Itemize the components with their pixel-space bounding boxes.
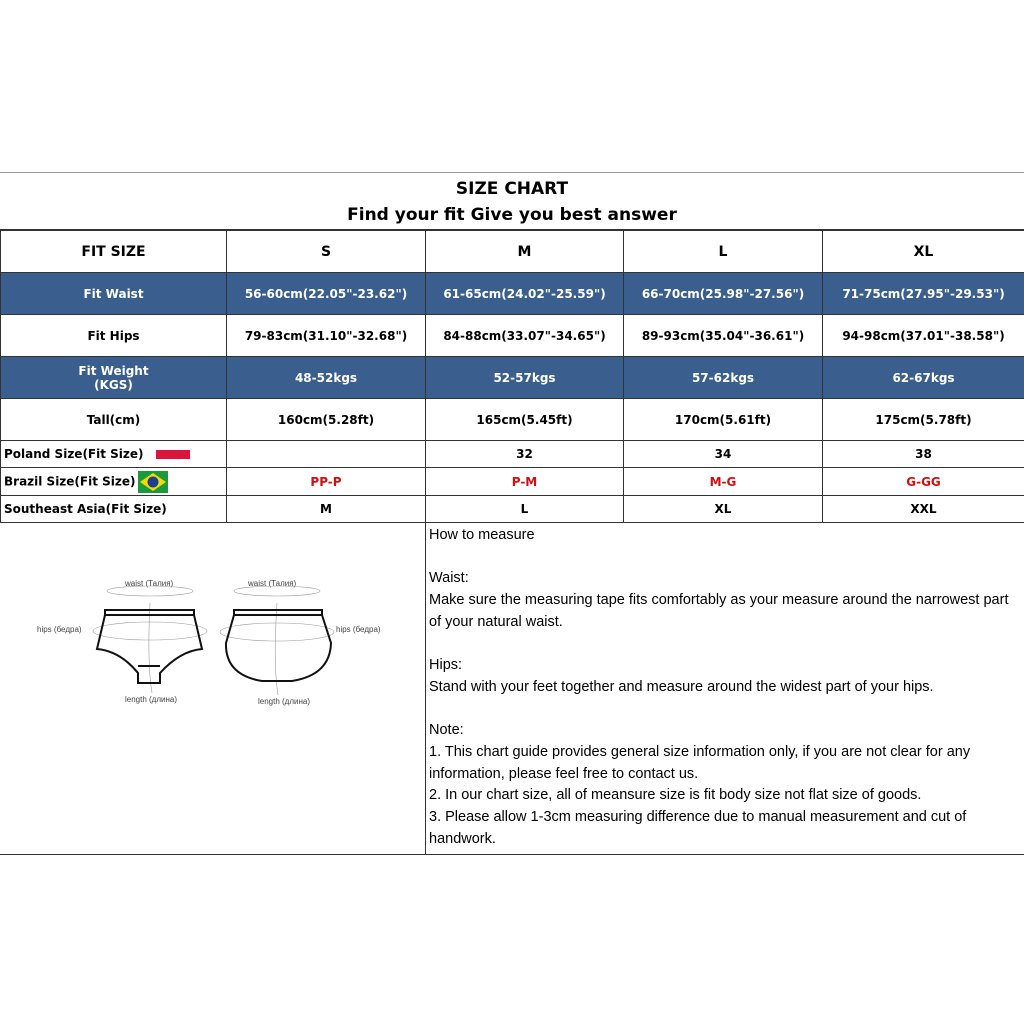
measurement-diagram: waist (Талия) waist (Талия) hips (бедра)… [0,523,426,854]
measure-section: waist (Талия) waist (Талия) hips (бедра)… [0,523,1024,855]
brazil-flag-icon [137,470,168,493]
table-row: Southeast Asia(Fit Size) M L XL XXL [0,495,1024,523]
size-table: FIT SIZE S M L XL Fit Waist 56-60cm(22.05"-23… [0,230,1024,523]
chart-title: SIZE CHART Find your fit Give you best a… [0,172,1024,230]
table-row: Fit Waist 56-60cm(22.05"-23.62") 61-65cm(2… [0,272,1024,315]
table-row: Tall(cm) 160cm(5.28ft) 165cm(5.45ft) 170cm(… [0,398,1024,441]
table-row: Poland Size(Fit Size) 32 34 38 [0,440,1024,468]
underwear-illustration [92,585,335,696]
header-row: FIT SIZE S M L XL [0,230,1024,273]
table-row: Fit Weight (KGS) 48-52kgs 52-57kgs 57-62kgs 6… [0,356,1024,399]
size-chart: SIZE CHART Find your fit Give you best a… [0,172,1024,855]
table-row: Fit Hips 79-83cm(31.10"-32.68") 84-88cm(33… [0,314,1024,357]
table-row: Brazil Size(Fit Size) PP-P P-M M-G G-GG [0,467,1024,496]
how-to-measure-text: How to measure Waist: Make sure the measur… [429,527,1013,847]
poland-flag-icon [155,450,190,459]
